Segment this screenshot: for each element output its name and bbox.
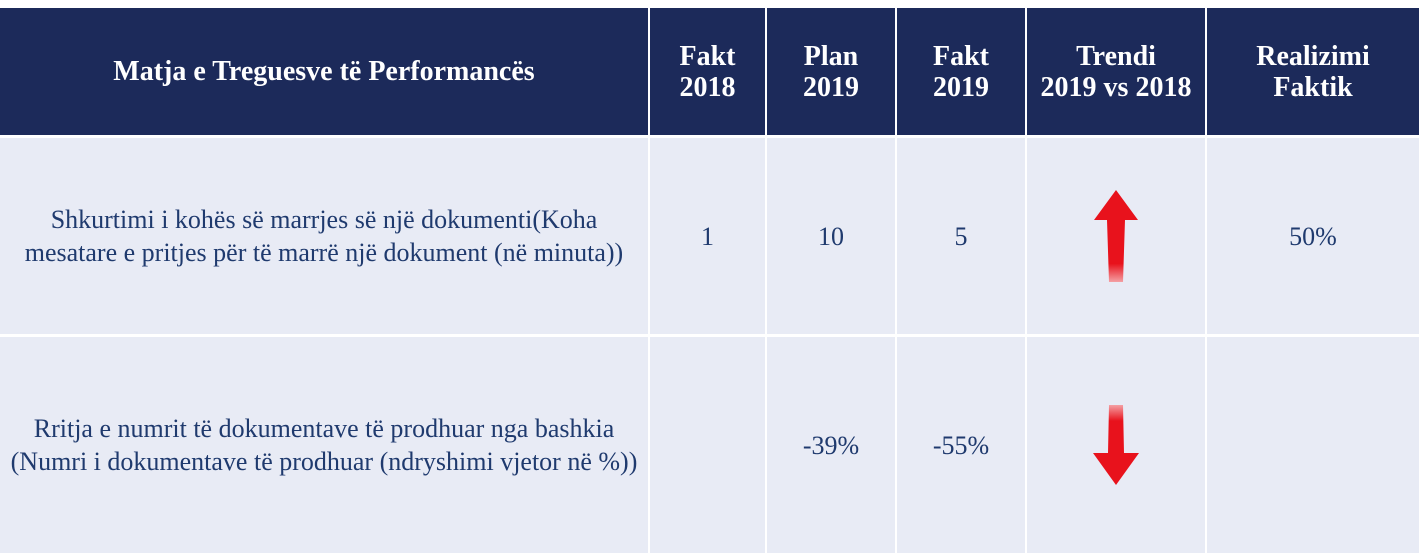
trend-cell <box>1027 138 1205 334</box>
value-cell: -39% <box>767 337 895 553</box>
indicator-cell: Rritja e numrit të dokumentave të prodhu… <box>0 337 648 553</box>
kpi-table: Matja e Treguesve të Performancës Fakt 2… <box>0 8 1419 554</box>
value-cell <box>1207 337 1419 553</box>
indicator-cell: Shkurtimi i kohës së marrjes së një doku… <box>0 138 648 334</box>
header-cell: Fakt 2018 <box>650 8 765 135</box>
header-cell: Trendi 2019 vs 2018 <box>1027 8 1205 135</box>
value-cell: 5 <box>897 138 1025 334</box>
value-cell <box>650 337 765 553</box>
value-cell: -55% <box>897 337 1025 553</box>
header-cell: Plan 2019 <box>767 8 895 135</box>
trend-up-arrow <box>1094 190 1138 282</box>
value-cell: 50% <box>1207 138 1419 334</box>
header-cell: Fakt 2019 <box>897 8 1025 135</box>
header-cell: Matja e Treguesve të Performancës <box>0 8 648 135</box>
trend-cell <box>1027 337 1205 553</box>
trend-down-arrow <box>1093 405 1139 485</box>
value-cell: 10 <box>767 138 895 334</box>
header-cell: Realizimi Faktik <box>1207 8 1419 135</box>
value-cell: 1 <box>650 138 765 334</box>
